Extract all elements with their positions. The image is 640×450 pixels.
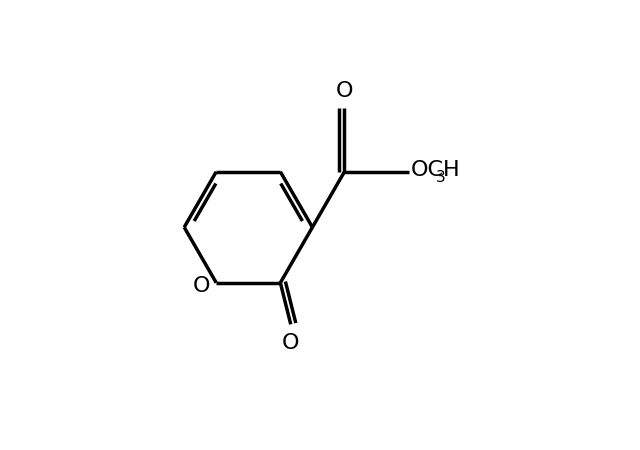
- Text: OCH: OCH: [410, 160, 460, 180]
- Text: O: O: [336, 81, 353, 101]
- Text: 3: 3: [436, 170, 446, 185]
- Text: O: O: [193, 276, 210, 296]
- Text: O: O: [282, 333, 300, 353]
